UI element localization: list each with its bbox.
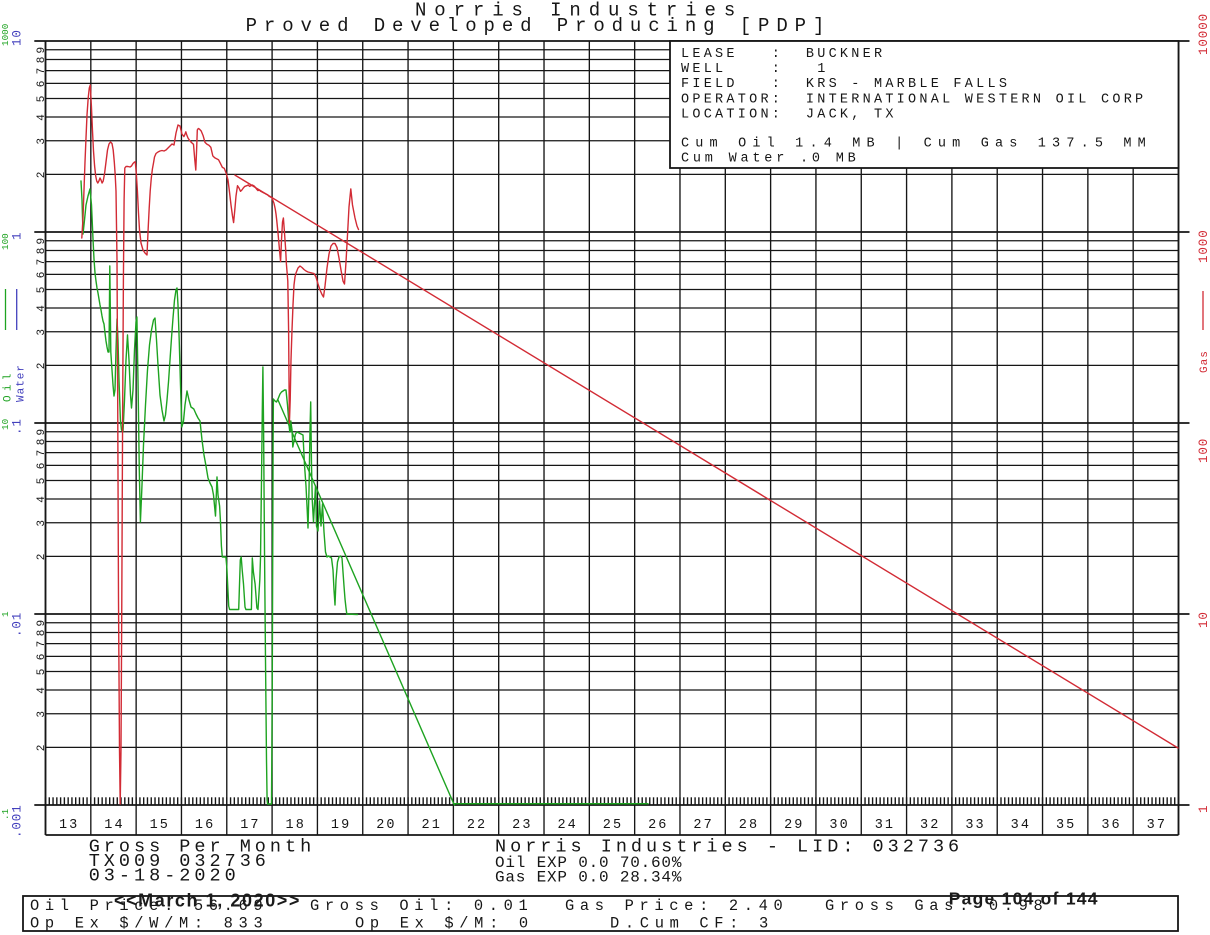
svg-text:1: 1 — [1197, 805, 1210, 813]
svg-text:FIELD : KRS - MARBLE FALLS: FIELD : KRS - MARBLE FALLS — [681, 77, 1010, 92]
svg-text:LEASE : BUCKNER: LEASE : BUCKNER — [681, 47, 885, 62]
svg-text:35: 35 — [1056, 818, 1076, 833]
svg-text:9: 9 — [36, 47, 48, 54]
svg-text:4: 4 — [36, 305, 48, 312]
svg-text:2: 2 — [36, 172, 48, 179]
svg-text:7: 7 — [36, 259, 48, 266]
svg-text:<<March 1, 2020>>: <<March 1, 2020>> — [114, 891, 301, 911]
svg-text:Oil EXP 0.0 70.60%: Oil EXP 0.0 70.60% — [495, 854, 682, 872]
svg-text:OPERATOR: INTERNATIONAL WESTE: OPERATOR: INTERNATIONAL WESTERN OIL CORP — [681, 92, 1146, 107]
svg-text:4: 4 — [36, 114, 48, 121]
svg-text:4: 4 — [36, 687, 48, 694]
svg-text:6: 6 — [36, 463, 48, 470]
svg-text:7: 7 — [36, 68, 48, 75]
svg-text:3: 3 — [36, 711, 48, 718]
svg-text:Page 104 of 144: Page 104 of 144 — [949, 889, 1099, 909]
svg-text:7: 7 — [36, 450, 48, 457]
svg-text:13: 13 — [59, 818, 79, 833]
svg-text:14: 14 — [104, 818, 124, 833]
svg-text:27: 27 — [693, 818, 713, 833]
svg-text:31: 31 — [875, 818, 895, 833]
svg-text:16: 16 — [195, 818, 215, 833]
svg-text:20: 20 — [376, 818, 396, 833]
svg-text:6: 6 — [36, 654, 48, 661]
svg-text:Gross Gas: 0.98: Gross Gas: 0.98 — [825, 897, 1048, 915]
svg-text:33: 33 — [965, 818, 985, 833]
svg-text:18: 18 — [286, 818, 306, 833]
svg-text:TX009 032736: TX009 032736 — [89, 851, 270, 872]
svg-text:37: 37 — [1147, 818, 1167, 833]
svg-text:21: 21 — [422, 818, 442, 833]
svg-text:22: 22 — [467, 818, 487, 833]
svg-text:4: 4 — [36, 496, 48, 503]
svg-text:8: 8 — [36, 630, 48, 637]
svg-text:.1: .1 — [11, 418, 25, 435]
svg-text:Norris Industries: Norris Industries — [415, 0, 743, 22]
svg-text:1000: 1000 — [1197, 229, 1210, 263]
svg-text:.1: .1 — [0, 808, 11, 820]
svg-text:25: 25 — [603, 818, 623, 833]
svg-text:7: 7 — [36, 641, 48, 648]
svg-text:Cum Water .0 MB: Cum Water .0 MB — [681, 152, 860, 167]
svg-text:9: 9 — [36, 238, 48, 245]
svg-text:8: 8 — [36, 57, 48, 64]
svg-text:17: 17 — [240, 818, 260, 833]
svg-text:100: 100 — [0, 233, 11, 250]
svg-text:15: 15 — [150, 818, 170, 833]
svg-text:Op Ex $/W/M: 833: Op Ex $/W/M: 833 — [30, 914, 268, 932]
svg-text:3: 3 — [36, 329, 48, 336]
svg-text:D.Cum CF: 3: D.Cum CF: 3 — [610, 914, 774, 932]
svg-text:5: 5 — [36, 287, 48, 294]
svg-text:10: 10 — [1197, 611, 1210, 628]
svg-text:Op Ex $/M: 0: Op Ex $/M: 0 — [355, 914, 534, 932]
svg-text:Oil: Oil — [2, 369, 14, 402]
svg-text:Gas EXP 0.0 28.34%: Gas EXP 0.0 28.34% — [495, 869, 682, 887]
svg-text:.01: .01 — [11, 612, 25, 637]
svg-text:3: 3 — [36, 520, 48, 527]
svg-text:.001: .001 — [11, 804, 25, 838]
svg-text:2: 2 — [36, 554, 48, 561]
svg-text:28: 28 — [739, 818, 759, 833]
svg-text:29: 29 — [784, 818, 804, 833]
svg-text:32: 32 — [920, 818, 940, 833]
svg-text:6: 6 — [36, 272, 48, 279]
svg-text:03-18-2020: 03-18-2020 — [89, 866, 240, 887]
svg-text:1: 1 — [11, 232, 25, 240]
svg-text:5: 5 — [36, 96, 48, 103]
svg-text:Oil Price: 56.69: Oil Price: 56.69 — [30, 897, 268, 915]
svg-text:9: 9 — [36, 620, 48, 627]
svg-text:Gross Oil: 0.01: Gross Oil: 0.01 — [310, 897, 533, 915]
svg-text:30: 30 — [829, 818, 849, 833]
svg-text:Cum Oil 1.4 MB | Cum Gas 137.5: Cum Oil 1.4 MB | Cum Gas 137.5 MM — [681, 136, 1152, 151]
svg-text:23: 23 — [512, 818, 532, 833]
svg-text:Gas Price: 2.40: Gas Price: 2.40 — [565, 897, 788, 915]
svg-text:10: 10 — [0, 419, 11, 430]
svg-text:5: 5 — [36, 478, 48, 485]
svg-text:36: 36 — [1101, 818, 1121, 833]
svg-text:LOCATION: JACK, TX: LOCATION: JACK, TX — [681, 108, 897, 123]
svg-text:10000: 10000 — [1197, 13, 1210, 55]
svg-text:100: 100 — [1197, 438, 1210, 463]
svg-text:2: 2 — [36, 363, 48, 370]
svg-text:5: 5 — [36, 669, 48, 676]
svg-text:8: 8 — [36, 439, 48, 446]
svg-text:6: 6 — [36, 81, 48, 88]
svg-text:34: 34 — [1011, 818, 1031, 833]
svg-text:8: 8 — [36, 248, 48, 255]
svg-text:24: 24 — [557, 818, 577, 833]
svg-text:10: 10 — [11, 29, 25, 46]
svg-text:3: 3 — [36, 138, 48, 145]
svg-text:Proved Developed Producing [PD: Proved Developed Producing [PDP] — [246, 15, 832, 37]
svg-text:Norris Industries - LID: 03273: Norris Industries - LID: 032736 — [495, 837, 963, 858]
svg-text:Gross Per Month: Gross Per Month — [89, 837, 316, 858]
svg-text:19: 19 — [331, 818, 351, 833]
svg-text:26: 26 — [648, 818, 668, 833]
svg-text:9: 9 — [36, 429, 48, 436]
svg-text:2: 2 — [36, 745, 48, 752]
svg-text:1000: 1000 — [0, 24, 11, 46]
svg-text:1: 1 — [0, 611, 11, 617]
svg-text:Gas: Gas — [1199, 350, 1210, 373]
svg-text:WELL : 1: WELL : 1 — [681, 62, 829, 77]
svg-text:Water: Water — [16, 364, 28, 402]
